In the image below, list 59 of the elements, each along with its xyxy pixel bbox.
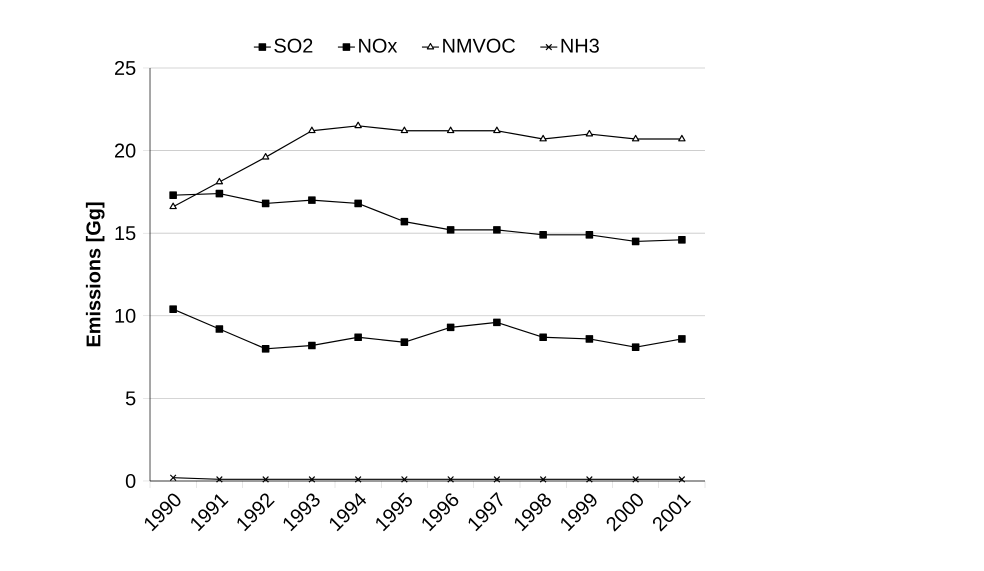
legend-label: NOx (359, 38, 398, 53)
point (262, 345, 270, 353)
point (354, 333, 362, 342)
point (400, 218, 408, 226)
point (216, 325, 224, 333)
point (216, 190, 224, 198)
point (586, 130, 594, 136)
point (493, 476, 500, 483)
y-tick-label: 0 (126, 474, 136, 488)
point (354, 476, 362, 483)
point (216, 476, 223, 483)
point (539, 333, 547, 342)
point (262, 200, 270, 208)
point (446, 324, 454, 332)
point (170, 474, 177, 482)
y-tick-label: 20 (115, 144, 136, 158)
point (678, 134, 686, 142)
point (308, 342, 316, 350)
point (169, 191, 177, 199)
point (586, 476, 593, 483)
point (169, 305, 177, 313)
point (678, 335, 686, 343)
point (308, 126, 316, 134)
y-axis-title: Emissions [Gg] (86, 202, 105, 346)
point (632, 476, 640, 483)
point (446, 226, 454, 234)
point (400, 338, 408, 346)
point (308, 196, 316, 204)
point (354, 122, 362, 128)
point (586, 231, 594, 239)
point (447, 476, 454, 483)
y-tick-label: 5 (126, 391, 136, 406)
point (169, 202, 177, 210)
y-tick-label: 10 (116, 308, 136, 323)
point (678, 476, 686, 483)
point (586, 335, 594, 343)
point (400, 476, 408, 483)
point (540, 476, 547, 483)
legend-label: NH3 (562, 38, 599, 53)
point (632, 343, 640, 351)
point (493, 318, 501, 326)
point (632, 238, 640, 246)
point (446, 126, 454, 134)
point (354, 200, 362, 208)
point (493, 126, 501, 134)
point (308, 476, 316, 483)
point (216, 178, 224, 184)
point (493, 226, 501, 234)
y-tick-label: 25 (115, 60, 136, 76)
point (539, 231, 547, 239)
legend-label: SO2 (274, 38, 312, 53)
point (400, 126, 408, 134)
legend-label: NMVOC (443, 38, 515, 53)
point (632, 134, 640, 142)
point (678, 236, 686, 244)
point (539, 134, 547, 142)
point (262, 476, 270, 483)
point (262, 153, 270, 160)
y-tick-label: 15 (116, 226, 136, 240)
